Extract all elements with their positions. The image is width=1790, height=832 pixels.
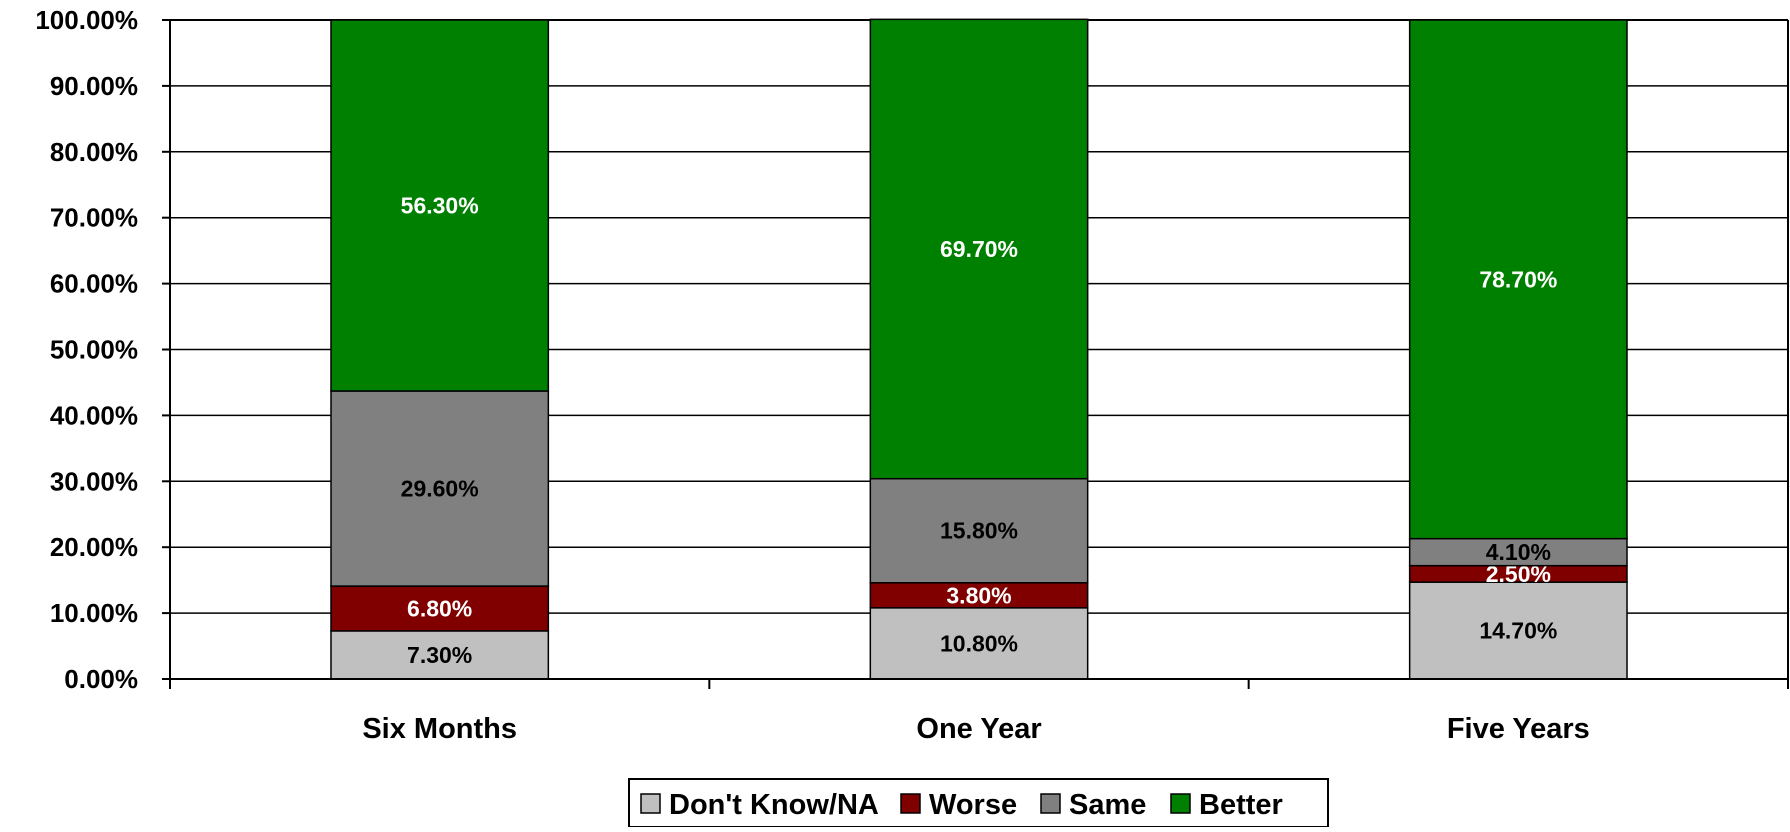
bars: 7.30% 6.80% 29.60% 56.30% 10.80% 3.80% 15.80% 6…: [330, 18, 1628, 680]
bar-segment: [869, 18, 1089, 480]
data-label: 15.80%: [940, 518, 1018, 544]
bar-segment: [1408, 581, 1628, 680]
bar-segment: [330, 630, 550, 680]
data-label: 69.70%: [940, 236, 1018, 262]
legend-label: Don't Know/NA: [669, 789, 879, 821]
bar-segment: [1408, 19, 1628, 540]
legend-label: Better: [1199, 789, 1283, 821]
legend: Don't Know/NA Worse Same Better: [628, 778, 1329, 828]
data-label: 3.80%: [946, 582, 1011, 608]
y-tick-label: 60.00%: [50, 269, 138, 299]
data-label: 10.80%: [940, 630, 1018, 656]
data-label: 4.10%: [1486, 539, 1551, 565]
y-tick-label: 30.00%: [50, 466, 138, 496]
bar-segment: [330, 390, 550, 587]
y-tick-label: 10.00%: [50, 598, 138, 628]
data-label: 7.30%: [407, 642, 472, 668]
bar-segment: [330, 585, 550, 632]
bar-segment: [869, 607, 1089, 680]
y-tick-label: 80.00%: [50, 137, 138, 167]
bar-segment: [869, 582, 1089, 609]
bar-segment: [1408, 537, 1628, 567]
x-tick-label: Six Months: [362, 713, 517, 745]
legend-swatch: [1170, 793, 1191, 814]
y-tick-label: 20.00%: [50, 532, 138, 562]
data-label: 29.60%: [401, 476, 479, 502]
y-tick-label: 50.00%: [50, 335, 138, 365]
legend-box: [628, 778, 1329, 828]
data-label: 14.70%: [1479, 618, 1557, 644]
y-tick-label: 0.00%: [64, 664, 138, 694]
bar-segment: [869, 477, 1089, 584]
legend-swatch: [1040, 793, 1061, 814]
x-axis: Six Months One Year Five Years: [169, 678, 1789, 745]
y-tick-label: 100.00%: [35, 5, 138, 35]
x-tick-label: One Year: [916, 713, 1041, 745]
y-tick-label: 40.00%: [50, 400, 138, 430]
x-tick-label: Five Years: [1447, 713, 1590, 745]
data-label: 6.80%: [407, 595, 472, 621]
legend-label: Same: [1069, 789, 1146, 821]
y-tick-label: 90.00%: [50, 71, 138, 101]
y-axis: 0.00% 10.00% 20.00% 30.00% 40.00% 50.00% 60.00…: [35, 5, 171, 694]
y-tick-label: 70.00%: [50, 203, 138, 233]
data-label: 78.70%: [1479, 266, 1557, 292]
data-label: 56.30%: [401, 193, 479, 219]
bar-segment: [330, 19, 550, 392]
legend-swatch: [900, 793, 921, 814]
legend-swatch: [640, 793, 661, 814]
legend-label: Worse: [929, 789, 1017, 821]
